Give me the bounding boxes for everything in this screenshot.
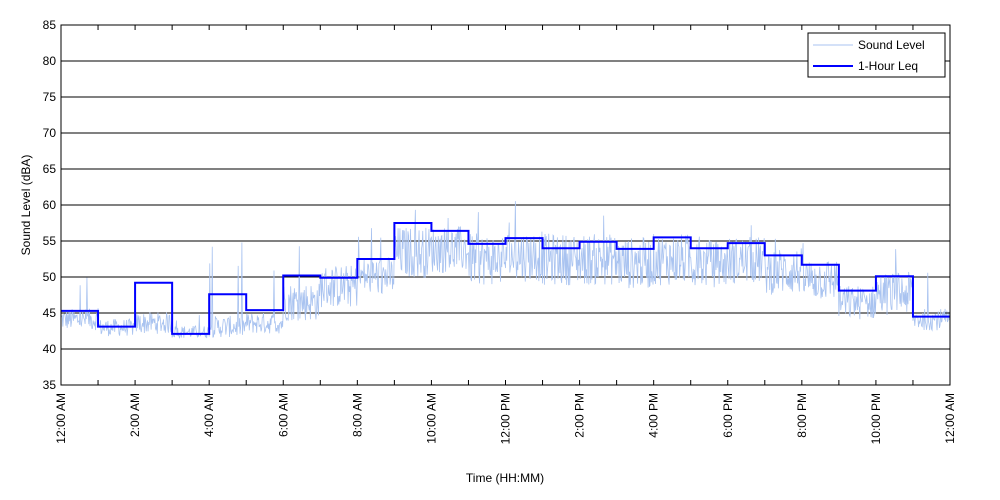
x-tick-label: 2:00 AM (128, 393, 142, 437)
legend-label-leq: 1-Hour Leq (858, 59, 918, 73)
x-axis-title: Time (HH:MM) (466, 471, 544, 485)
x-tick-label: 8:00 PM (795, 393, 809, 438)
leq-series (61, 222, 950, 335)
x-tick-label: 4:00 AM (202, 393, 216, 437)
sound-level-line (60, 201, 950, 339)
x-tick-label: 10:00 AM (424, 393, 438, 444)
grid-lines (61, 60, 950, 350)
y-tick-label: 50 (43, 270, 57, 284)
sound-level-series (60, 201, 950, 339)
x-tick-label: 12:00 PM (499, 393, 513, 444)
x-tick-label: 8:00 AM (350, 393, 364, 437)
y-tick-label: 45 (43, 306, 57, 320)
x-tick-label: 10:00 PM (869, 393, 883, 444)
legend-box (807, 32, 946, 78)
x-tick-label: 4:00 PM (647, 393, 661, 438)
x-tick-label: 12:00 AM (54, 393, 68, 444)
legend: Sound Level 1-Hour Leq (807, 32, 946, 78)
x-tick-label: 6:00 AM (276, 393, 290, 437)
y-tick-label: 70 (43, 126, 57, 140)
y-tick-label: 35 (43, 378, 57, 392)
x-axis-ticks: 12:00 AM 2:00 AM 4:00 AM 6:00 AM 8:00 AM 10:0… (54, 25, 957, 444)
y-axis-ticks: 35 40 45 50 55 60 65 70 75 80 85 (43, 18, 950, 392)
y-tick-label: 80 (43, 54, 57, 68)
leq-step-line (61, 222, 950, 335)
y-axis-title: Sound Level (dBA) (19, 155, 33, 256)
y-tick-label: 85 (43, 18, 57, 32)
x-tick-label: 6:00 PM (721, 393, 735, 438)
legend-label-sound-level: Sound Level (858, 38, 925, 52)
y-tick-label: 75 (43, 90, 57, 104)
x-tick-label: 2:00 PM (573, 393, 587, 438)
y-tick-label: 55 (43, 234, 57, 248)
y-tick-label: 40 (43, 342, 57, 356)
y-tick-label: 65 (43, 162, 57, 176)
y-tick-label: 60 (43, 198, 57, 212)
x-tick-label: 12:00 AM (943, 393, 957, 444)
